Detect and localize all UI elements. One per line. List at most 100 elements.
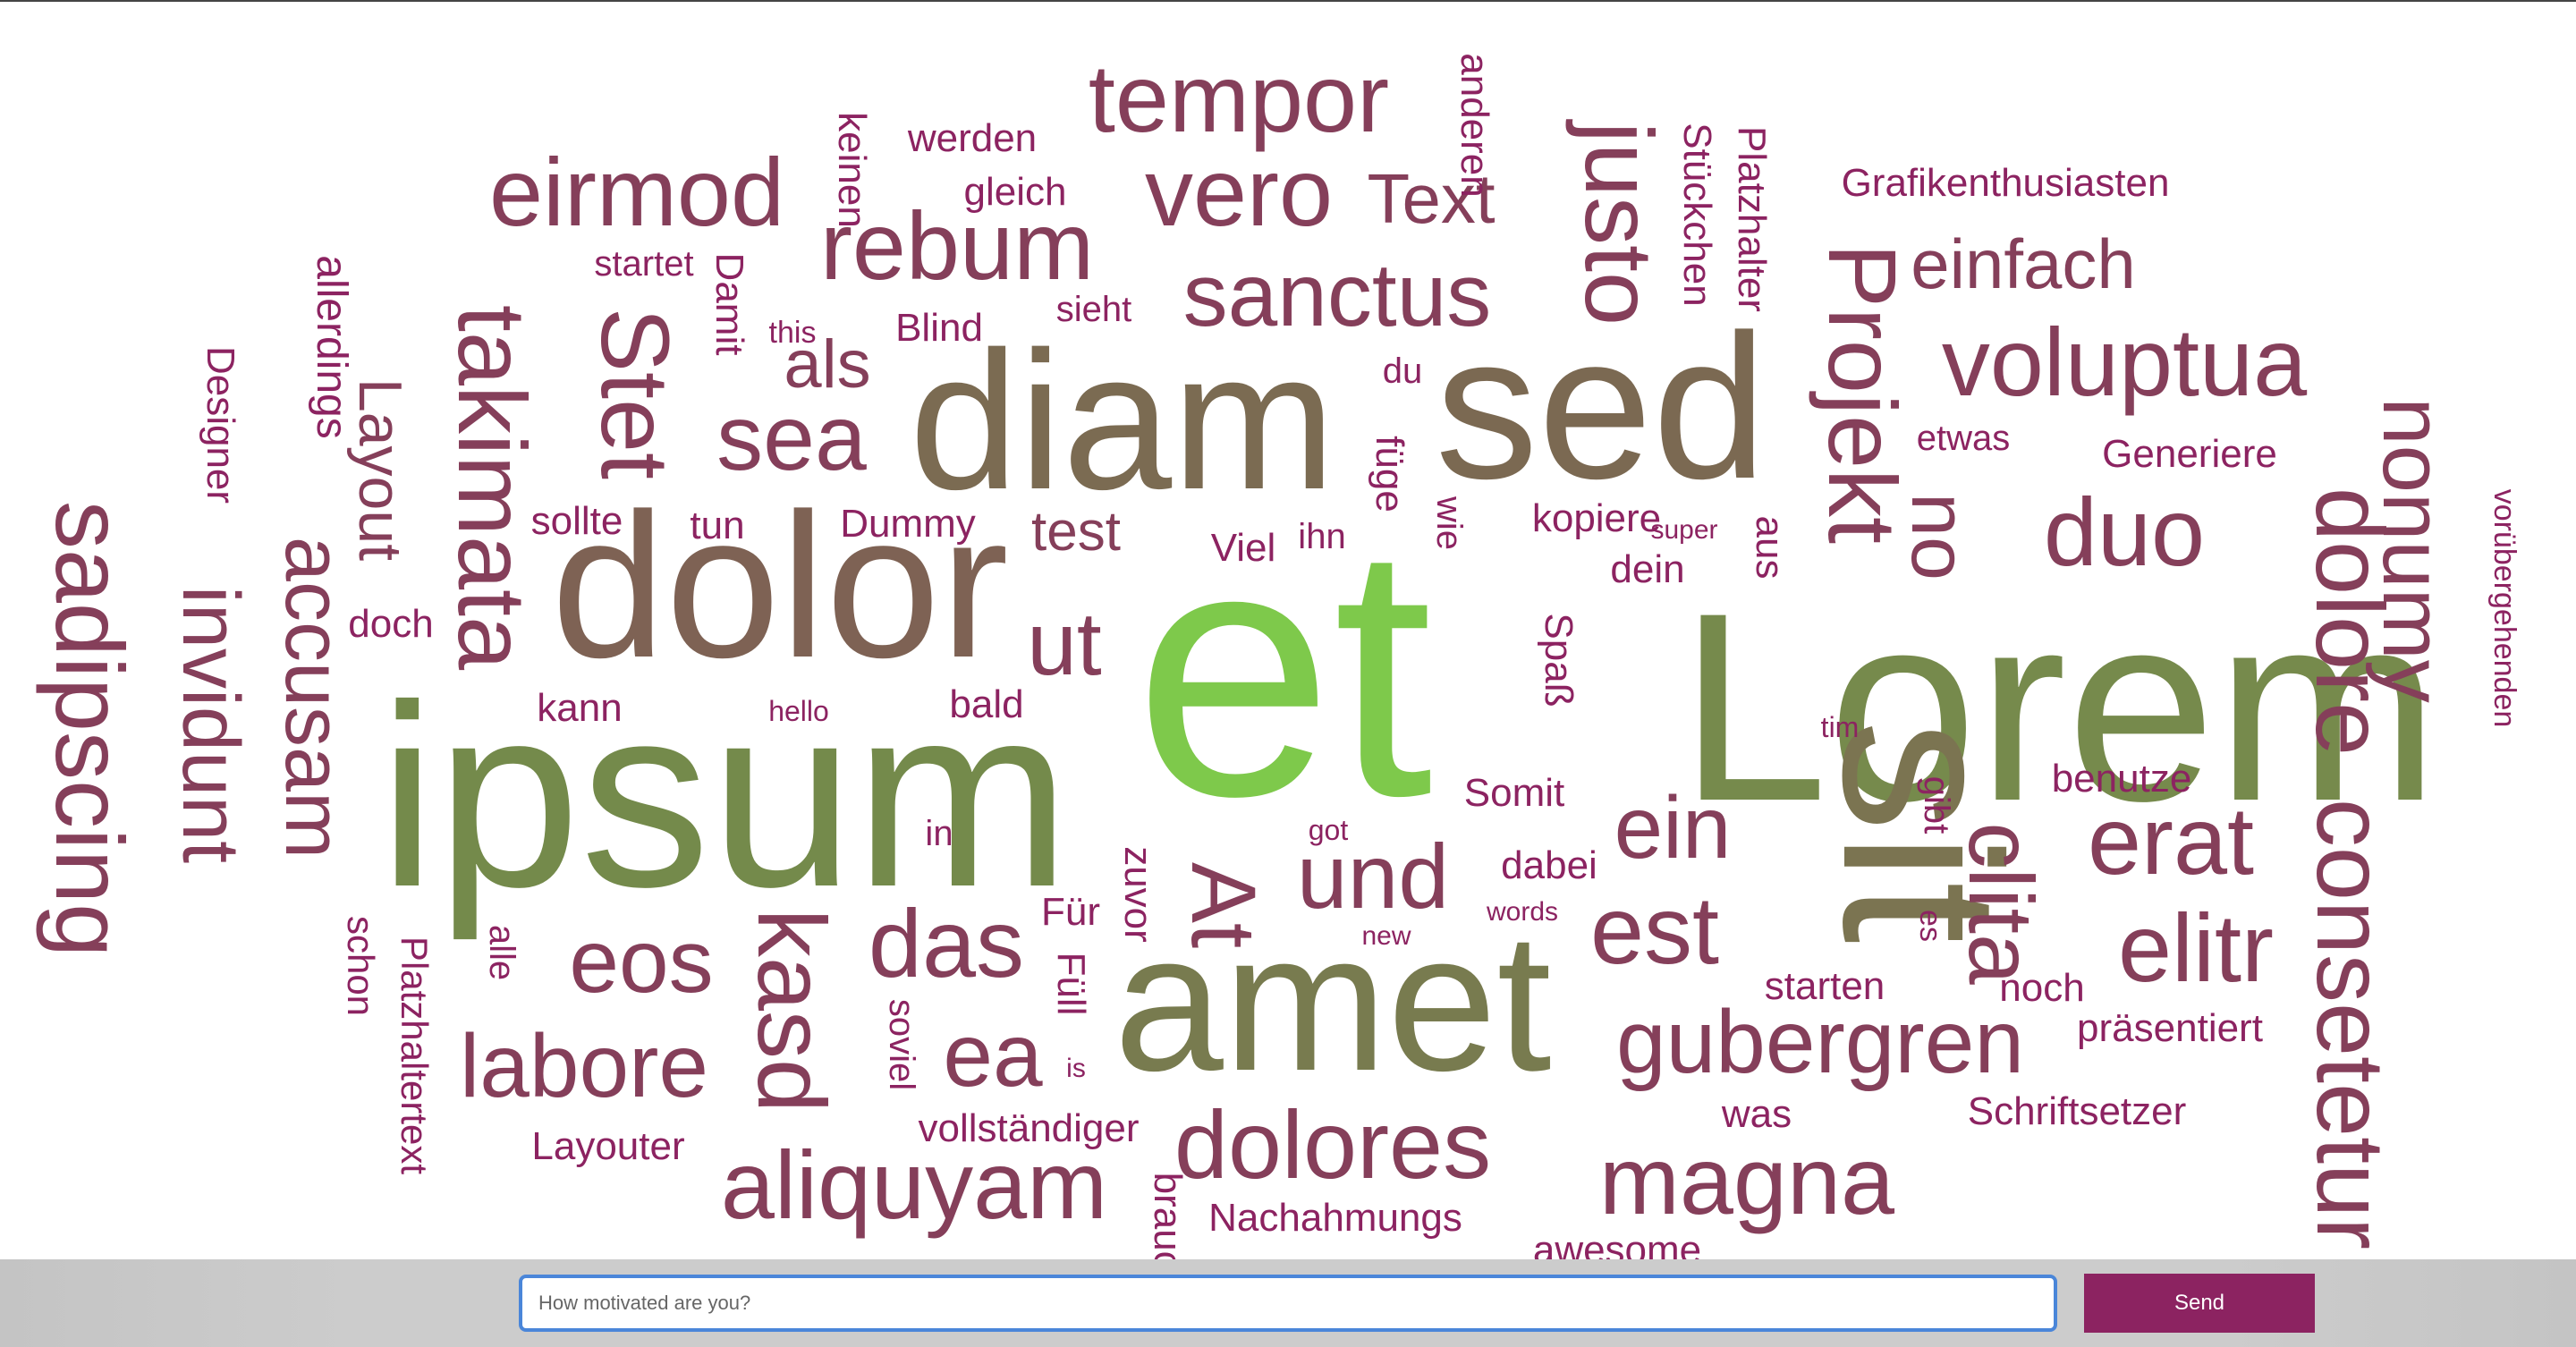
cloud-word: wie <box>1429 496 1469 551</box>
cloud-word: Schriftsetzer <box>1967 1089 2187 1133</box>
cloud-word: sadipscing <box>36 500 144 958</box>
cloud-word: voluptua <box>1941 308 2308 416</box>
cloud-word: labore <box>460 1016 708 1116</box>
cloud-word: sieht <box>1055 290 1132 329</box>
cloud-word: keinen <box>830 112 874 228</box>
cloud-word: bald <box>949 682 1024 726</box>
cloud-word: kann <box>537 686 623 730</box>
cloud-word: ipsum <box>378 651 1071 941</box>
cloud-word: in <box>925 814 953 853</box>
cloud-word: startet <box>594 244 694 284</box>
cloud-word: das <box>868 889 1025 997</box>
cloud-word: vero <box>1144 138 1334 246</box>
cloud-word: et <box>1134 470 1433 870</box>
cloud-word: duo <box>2043 478 2206 586</box>
cloud-word: clita <box>1950 822 2052 985</box>
cloud-word: new <box>1361 921 1411 951</box>
cloud-word: is <box>1066 1054 1086 1083</box>
cloud-word: Für <box>1041 890 1100 934</box>
cloud-word: consetetur <box>2297 798 2405 1250</box>
cloud-word: awesome <box>1532 1228 1702 1260</box>
cloud-word: zuvor <box>1116 846 1160 943</box>
cloud-word: aus <box>1748 515 1792 580</box>
send-button[interactable]: Send <box>2084 1274 2315 1333</box>
word-cloud: et Lorem ipsum amet sit diam sed dolor sadipscin… <box>36 44 2521 1260</box>
cloud-word: sollte <box>530 499 623 543</box>
cloud-word: Layouter <box>531 1124 685 1168</box>
cloud-word: test <box>1031 501 1121 563</box>
cloud-word: doch <box>348 602 434 646</box>
cloud-word: est <box>1589 876 1720 984</box>
cloud-word: elitr <box>2117 894 2275 1002</box>
cloud-word: noch <box>1999 966 2085 1010</box>
cloud-word: Platzhalter <box>1730 126 1774 312</box>
cloud-word: Lorem <box>1678 556 2440 857</box>
cloud-word: brauchst <box>1146 1172 1190 1259</box>
cloud-word: erat <box>2087 786 2255 894</box>
cloud-word: vorübergehenden <box>2487 488 2521 728</box>
cloud-word: füge <box>1368 436 1411 513</box>
cloud-word: this <box>768 316 817 350</box>
cloud-word: magna <box>1598 1126 1895 1234</box>
cloud-word: Spaß <box>1537 613 1580 707</box>
cloud-word: Nachahmungs <box>1208 1196 1462 1240</box>
cloud-word: einfach <box>1911 224 2136 303</box>
cloud-word: Füll <box>1049 952 1093 1016</box>
motivation-input[interactable] <box>522 1278 2054 1328</box>
cloud-word: sea <box>716 386 867 490</box>
cloud-word: takimata <box>438 304 547 671</box>
cloud-word: und <box>1296 826 1450 928</box>
cloud-word: tim <box>1820 711 1860 743</box>
motivation-input-wrapper <box>519 1275 2057 1332</box>
cloud-word: gubergren <box>1616 992 2024 1092</box>
cloud-word: At <box>1173 861 1275 949</box>
cloud-word: eirmod <box>488 138 785 246</box>
cloud-word: was <box>1721 1092 1792 1136</box>
cloud-word: rebum <box>819 191 1095 300</box>
cloud-word: ihn <box>1298 517 1346 556</box>
cloud-word: Platzhaltertext <box>394 936 436 1175</box>
cloud-word: schon <box>340 915 382 1017</box>
cloud-word: alle <box>482 924 521 981</box>
cloud-word: dolores <box>1174 1090 1492 1199</box>
cloud-word: ut <box>1027 594 1102 694</box>
cloud-word: kasd <box>738 908 846 1114</box>
cloud-word: words <box>1486 897 1559 927</box>
cloud-word: accusam <box>268 536 358 860</box>
cloud-word: Grafikenthusiasten <box>1841 161 2170 205</box>
cloud-word: Text <box>1367 159 1496 238</box>
cloud-word: präsentiert <box>2077 1006 2263 1050</box>
cloud-word: Stückchen <box>1675 123 1719 307</box>
cloud-word: Designer <box>199 345 242 504</box>
cloud-word: hello <box>768 695 829 727</box>
cloud-word: Blind <box>895 306 983 350</box>
cloud-word: kopiere <box>1531 496 1662 540</box>
cloud-word: Generiere <box>2102 432 2277 476</box>
cloud-word: gibt <box>1917 775 1956 834</box>
cloud-word: allerdings <box>308 255 355 439</box>
cloud-word: amet <box>1114 892 1552 1112</box>
cloud-word: Layout <box>346 377 414 562</box>
cloud-word: got <box>1308 814 1349 846</box>
bar-shade-left <box>0 1259 358 1347</box>
cloud-word: eos <box>569 911 714 1012</box>
cloud-word: benutze <box>2051 757 2192 801</box>
cloud-word: sed <box>1435 292 1767 521</box>
cloud-word: Damit <box>708 252 751 356</box>
cloud-word: Somit <box>1463 771 1565 815</box>
cloud-word: als <box>784 326 871 402</box>
cloud-word: Stet <box>581 307 690 480</box>
cloud-word: gleich <box>963 170 1067 214</box>
cloud-word: no <box>1895 493 1984 580</box>
cloud-word: tempor <box>1088 44 1390 152</box>
cloud-word: justo <box>1565 121 1674 326</box>
cloud-word: etwas <box>1916 419 2011 458</box>
cloud-word: dolore <box>2296 487 2404 757</box>
cloud-word: tun <box>690 504 745 547</box>
cloud-word: invidunt <box>165 585 255 864</box>
cloud-word: diam <box>909 310 1336 530</box>
cloud-word: ea <box>943 1005 1043 1106</box>
cloud-word: anderen <box>1453 53 1496 198</box>
cloud-word: dabei <box>1501 843 1597 887</box>
cloud-word: starten <box>1764 964 1885 1008</box>
